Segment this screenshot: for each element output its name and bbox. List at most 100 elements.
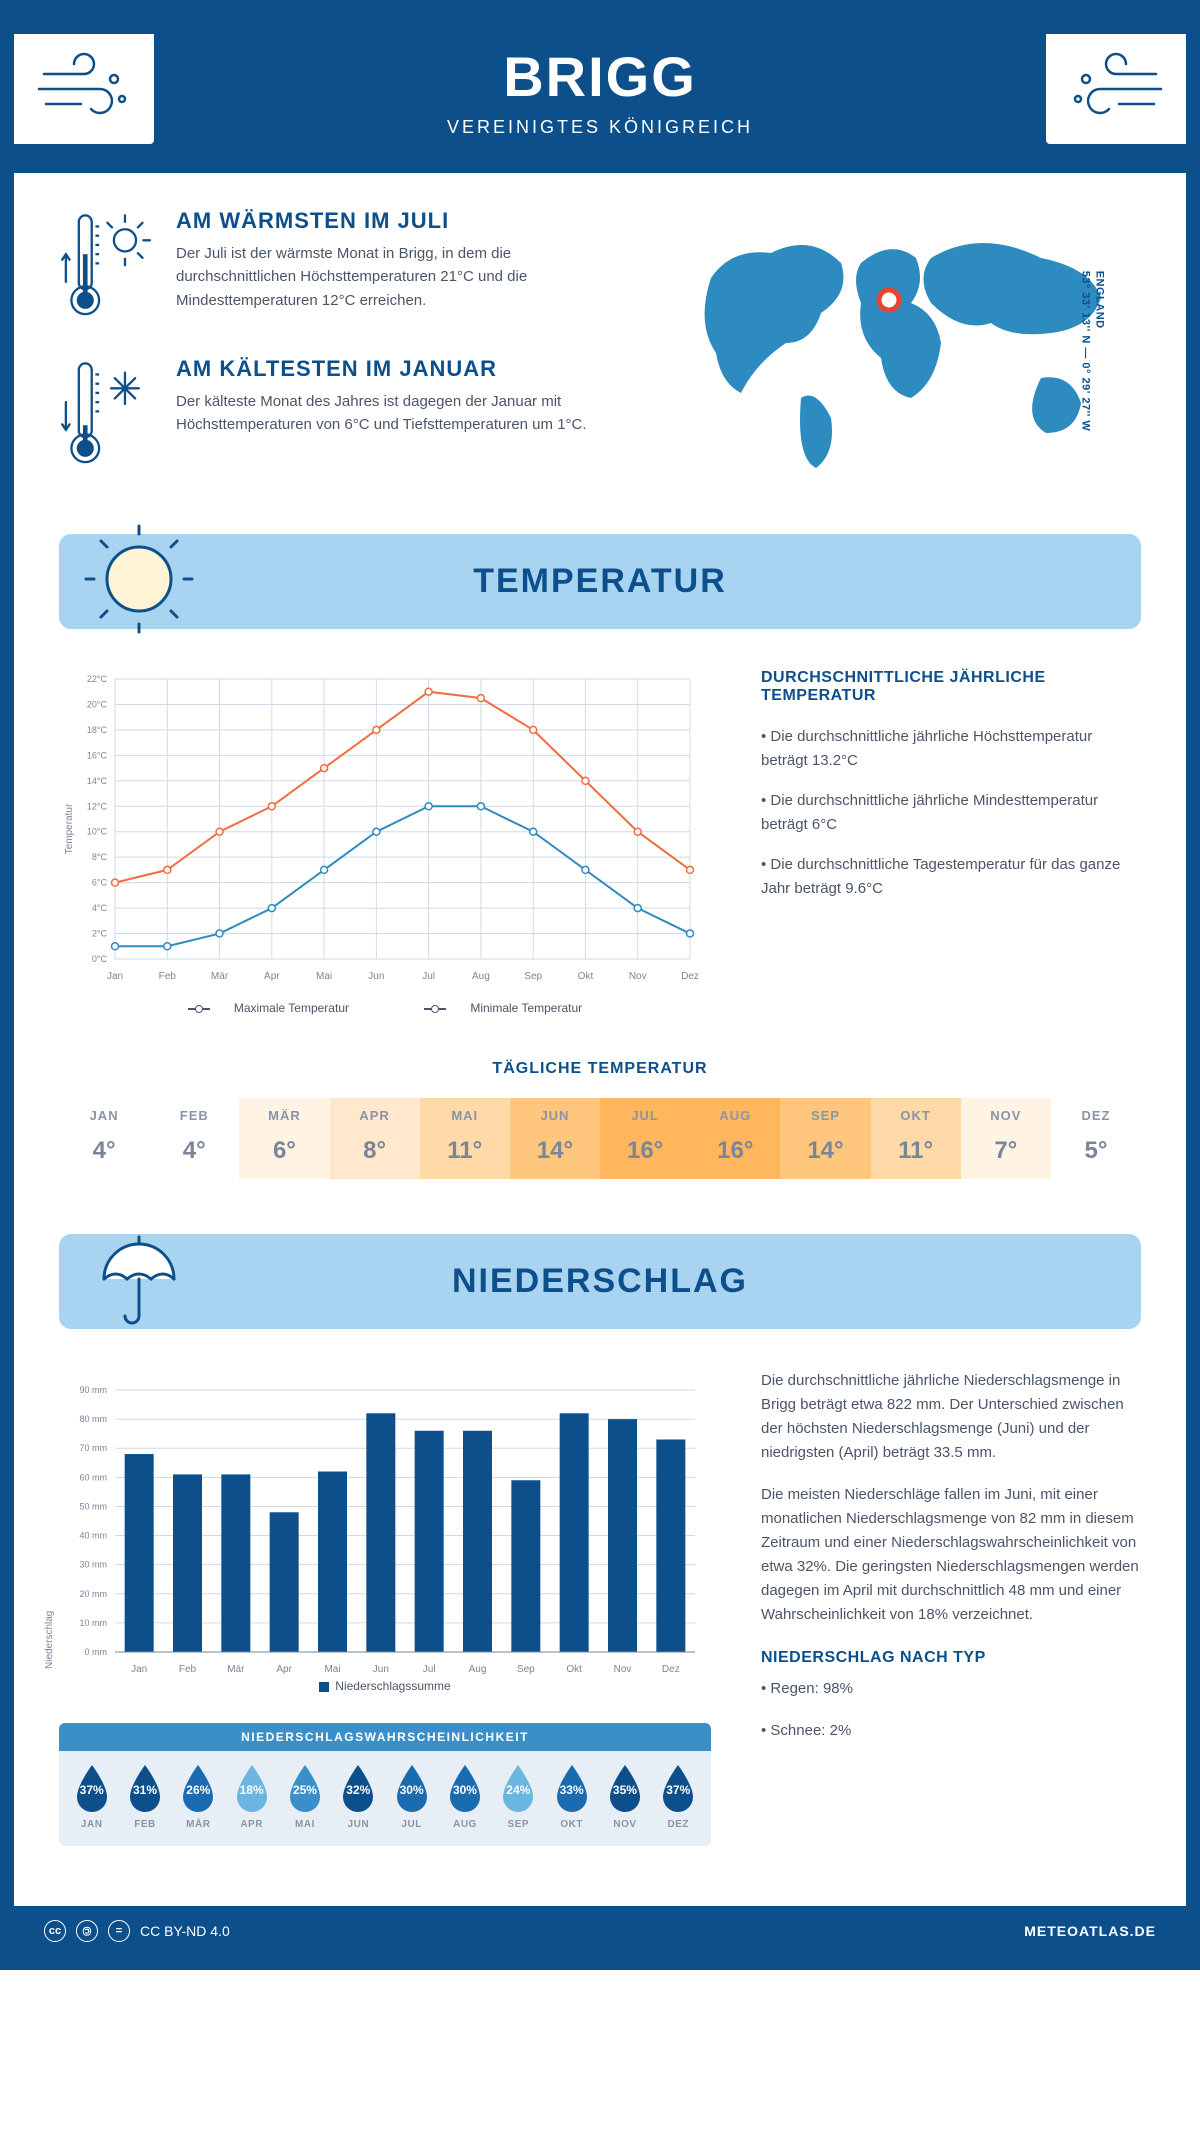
prob-cell: 33% OKT [545, 1763, 598, 1830]
fact-warm-body: Der Juli ist der wärmste Monat in Brigg,… [176, 242, 616, 312]
temperature-heading: TEMPERATUR [473, 562, 727, 601]
svg-text:Jun: Jun [368, 971, 384, 982]
temperature-section: Temperatur 0°C2°C4°C6°C8°C10°C12°C14°C16… [59, 669, 1141, 1015]
daily-cell: DEZ5° [1051, 1098, 1141, 1179]
svg-text:12°C: 12°C [87, 801, 108, 811]
precip-type-2: • Schnee: 2% [761, 1719, 1141, 1743]
svg-text:6°C: 6°C [92, 878, 108, 888]
daily-cell: JUL16° [600, 1098, 690, 1179]
daily-cell: FEB4° [149, 1098, 239, 1179]
wind-icon-left [14, 34, 154, 144]
raindrop-icon: 33% [551, 1763, 593, 1815]
svg-text:60 mm: 60 mm [79, 1472, 107, 1482]
umbrella-icon [84, 1224, 194, 1334]
svg-text:8°C: 8°C [92, 852, 108, 862]
svg-text:70 mm: 70 mm [79, 1443, 107, 1453]
svg-text:0°C: 0°C [92, 954, 108, 964]
overview-row: AM WÄRMSTEN IM JULI Der Juli ist der wär… [59, 208, 1141, 504]
by-icon: 🄯 [76, 1920, 98, 1942]
prob-cell: 35% NOV [598, 1763, 651, 1830]
coordinates-label: ENGLAND 53° 33' 13'' N — 0° 29' 27'' W [1080, 270, 1106, 431]
license-text: CC BY-ND 4.0 [140, 1923, 230, 1939]
temp-info-p3: • Die durchschnittliche Tagestemperatur … [761, 853, 1141, 901]
daily-cell: JAN4° [59, 1098, 149, 1179]
svg-text:30 mm: 30 mm [79, 1560, 107, 1570]
precip-p2: Die meisten Niederschläge fallen im Juni… [761, 1483, 1141, 1627]
svg-text:16°C: 16°C [87, 750, 108, 760]
page-subtitle: VEREINIGTES KÖNIGREICH [34, 117, 1166, 138]
precip-left: Niederschlag 0 mm10 mm20 mm30 mm40 mm50 … [59, 1369, 711, 1846]
raindrop-icon: 24% [497, 1763, 539, 1815]
precip-section: Niederschlag 0 mm10 mm20 mm30 mm40 mm50 … [59, 1369, 1141, 1846]
sun-icon [84, 524, 194, 634]
svg-text:Dez: Dez [662, 1664, 680, 1675]
prob-cell: 24% SEP [492, 1763, 545, 1830]
svg-text:Apr: Apr [276, 1664, 292, 1675]
prob-cell: 31% FEB [118, 1763, 171, 1830]
svg-text:80 mm: 80 mm [79, 1414, 107, 1424]
daily-cell: OKT11° [871, 1098, 961, 1179]
prob-cell: 30% JUL [385, 1763, 438, 1830]
line-chart-legend: Maximale Temperatur Minimale Temperatur [59, 1001, 711, 1015]
header: BRIGG VEREINIGTES KÖNIGREICH [14, 14, 1186, 173]
precip-banner: NIEDERSCHLAG [59, 1234, 1141, 1329]
svg-text:Jan: Jan [107, 971, 123, 982]
prob-cell: 37% DEZ [652, 1763, 705, 1830]
svg-text:Mär: Mär [227, 1664, 245, 1675]
daily-cell: APR8° [330, 1098, 420, 1179]
temp-info-p2: • Die durchschnittliche jährliche Mindes… [761, 789, 1141, 837]
svg-text:10°C: 10°C [87, 827, 108, 837]
prob-cell: 37% JAN [65, 1763, 118, 1830]
daily-cell: AUG16° [690, 1098, 780, 1179]
svg-text:10 mm: 10 mm [79, 1618, 107, 1628]
svg-text:Mai: Mai [324, 1664, 340, 1675]
svg-text:Feb: Feb [159, 971, 177, 982]
raindrop-icon: 18% [231, 1763, 273, 1815]
temperature-info: DURCHSCHNITTLICHE JÄHRLICHE TEMPERATUR •… [761, 669, 1141, 1015]
svg-text:2°C: 2°C [92, 929, 108, 939]
prob-cell: 32% JUN [332, 1763, 385, 1830]
svg-text:Aug: Aug [472, 971, 490, 982]
line-chart: Temperatur 0°C2°C4°C6°C8°C10°C12°C14°C16… [59, 669, 711, 989]
svg-text:Mai: Mai [316, 971, 332, 982]
precip-type-1: • Regen: 98% [761, 1677, 1141, 1701]
svg-text:50 mm: 50 mm [79, 1501, 107, 1511]
svg-text:Okt: Okt [578, 971, 594, 982]
world-map-icon [661, 208, 1141, 488]
fact-cold-body: Der kälteste Monat des Jahres ist dagege… [176, 390, 616, 437]
svg-text:Okt: Okt [566, 1664, 582, 1675]
prob-cell: 18% APR [225, 1763, 278, 1830]
content: AM WÄRMSTEN IM JULI Der Juli ist der wär… [14, 173, 1186, 1871]
svg-text:Jul: Jul [422, 971, 435, 982]
raindrop-icon: 26% [177, 1763, 219, 1815]
fact-cold-heading: AM KÄLTESTEN IM JANUAR [176, 356, 616, 382]
location-marker-icon [879, 290, 899, 310]
prob-cell: 26% MÄR [172, 1763, 225, 1830]
svg-text:20 mm: 20 mm [79, 1589, 107, 1599]
probability-row: 37% JAN 31% FEB 26% MÄR 18% APR 25% MAI … [59, 1751, 711, 1836]
precip-type-heading: NIEDERSCHLAG NACH TYP [761, 1649, 1141, 1667]
cc-icon: cc [44, 1920, 66, 1942]
fact-warmest: AM WÄRMSTEN IM JULI Der Juli ist der wär… [59, 208, 616, 328]
prob-cell: 30% AUG [438, 1763, 491, 1830]
fact-warm-heading: AM WÄRMSTEN IM JULI [176, 208, 616, 234]
svg-text:Nov: Nov [629, 971, 647, 982]
svg-text:Sep: Sep [524, 971, 542, 982]
daily-cell: NOV7° [961, 1098, 1051, 1179]
daily-temp-heading: TÄGLICHE TEMPERATUR [59, 1060, 1141, 1078]
temperature-banner: TEMPERATUR [59, 534, 1141, 629]
raindrop-icon: 35% [604, 1763, 646, 1815]
bar-chart: Niederschlag 0 mm10 mm20 mm30 mm40 mm50 … [59, 1369, 711, 1669]
svg-text:Jan: Jan [131, 1664, 147, 1675]
raindrop-icon: 30% [444, 1763, 486, 1815]
svg-text:Mär: Mär [211, 971, 229, 982]
footer: cc 🄯 = CC BY-ND 4.0 METEOATLAS.DE [14, 1906, 1186, 1956]
svg-text:Dez: Dez [681, 971, 699, 982]
raindrop-icon: 37% [657, 1763, 699, 1815]
precip-heading: NIEDERSCHLAG [452, 1262, 748, 1301]
fact-coldest: AM KÄLTESTEN IM JANUAR Der kälteste Mona… [59, 356, 616, 476]
svg-text:Nov: Nov [614, 1664, 632, 1675]
daily-cell: MAI11° [420, 1098, 510, 1179]
wind-icon-right [1046, 34, 1186, 144]
temperature-chart-area: Temperatur 0°C2°C4°C6°C8°C10°C12°C14°C16… [59, 669, 711, 1015]
